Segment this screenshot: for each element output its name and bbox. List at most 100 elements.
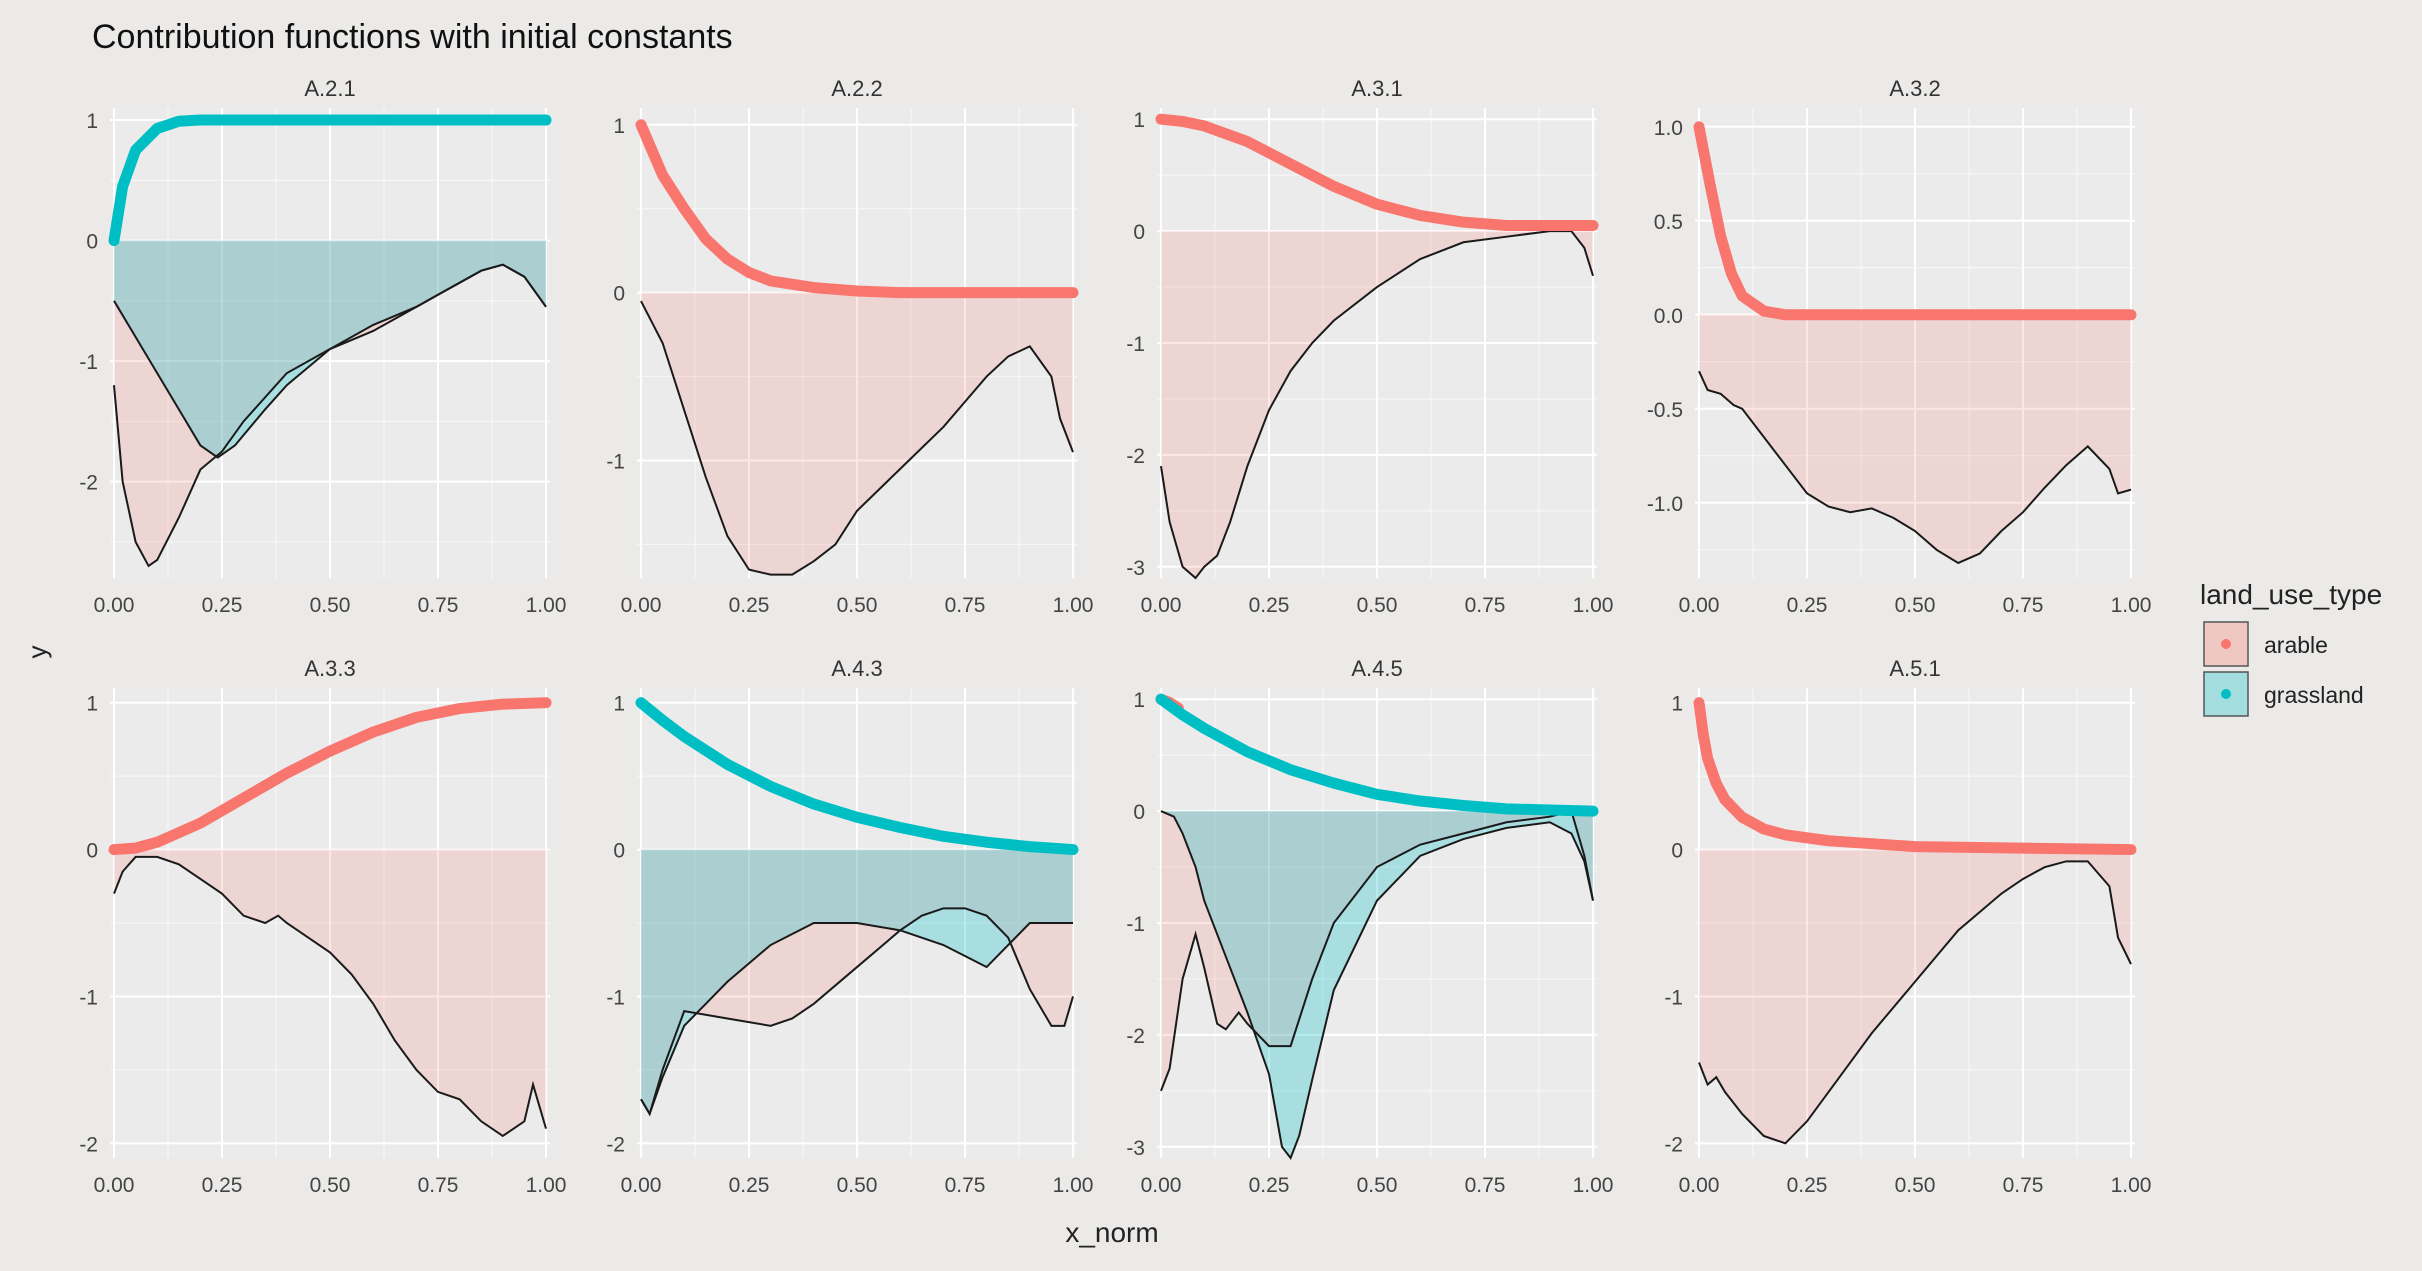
contribution-line-arable — [113, 855, 547, 1138]
function-curve-arable — [1693, 121, 2137, 321]
legend: land_use_type arable grassland — [2200, 579, 2382, 717]
x-tick-label: 0.75 — [2003, 1174, 2044, 1197]
y-tick-label: -1 — [79, 351, 98, 374]
y-tick-label: 0 — [1133, 801, 1145, 824]
x-tick-label: 0.75 — [2003, 594, 2044, 617]
y-tick-label: -1 — [1126, 913, 1145, 936]
function-curve-grassland — [108, 114, 552, 247]
facet-label: A.2.1 — [304, 76, 355, 101]
x-tick-label: 0.50 — [1357, 1174, 1398, 1197]
x-tick-label: 1.00 — [2111, 594, 2152, 617]
x-tick-label: 0.00 — [621, 1174, 662, 1197]
panel-A-2-2: A.2.2 -1 0 1 0.00 0.25 0.50 0.75 1.00 — [606, 76, 1093, 617]
y-tick-label: 0 — [86, 231, 98, 254]
y-tick-label: -3 — [1126, 557, 1145, 580]
x-tick-label: 1.00 — [2111, 1174, 2152, 1197]
y-tick-label: 0 — [613, 283, 625, 306]
facet-label: A.3.1 — [1351, 76, 1402, 101]
y-tick-label: -2 — [79, 472, 98, 495]
panel-A-3-1: A.3.1 -3 -2 -1 0 1 0.00 0.25 0.50 0.75 1.00 — [1126, 76, 1613, 617]
y-tick-label: -1 — [1126, 333, 1145, 356]
contribution-line-grassland — [1160, 810, 1594, 1161]
x-tick-label: 0.75 — [418, 594, 459, 617]
function-curve-grassland — [1155, 693, 1599, 817]
panel-A-5-1: A.5.1 -2 -1 0 1 0.00 0.25 0.50 0.75 1.00 — [1664, 656, 2151, 1197]
x-tick-label: 0.25 — [729, 594, 770, 617]
x-tick-label: 0.25 — [729, 1174, 770, 1197]
x-tick-label: 0.50 — [310, 594, 351, 617]
y-tick-label: 0.5 — [1654, 211, 1683, 234]
contribution-line-arable — [640, 300, 1074, 576]
y-axis-label: y — [22, 646, 52, 659]
contribution-area-arable — [1161, 811, 1593, 1091]
x-axis-label: x_norm — [1065, 1217, 1158, 1248]
contribution-area-arable — [641, 292, 1073, 575]
y-tick-label: 0 — [86, 840, 98, 863]
contribution-line-arable — [1160, 809, 1594, 1092]
y-tick-label: 1 — [613, 693, 625, 716]
x-tick-label: 0.00 — [94, 1174, 135, 1197]
legend-title: land_use_type — [2200, 579, 2382, 610]
x-tick-label: 0.50 — [310, 1174, 351, 1197]
y-tick-label: -1 — [606, 986, 625, 1009]
facet-label: A.3.3 — [304, 656, 355, 681]
x-tick-label: 0.25 — [202, 1174, 243, 1197]
legend-label-grassland: grassland — [2264, 682, 2364, 708]
x-tick-label: 1.00 — [1053, 594, 1094, 617]
y-tick-label: 1.0 — [1654, 117, 1683, 140]
x-tick-label: 0.00 — [1141, 594, 1182, 617]
x-tick-label: 0.25 — [202, 594, 243, 617]
y-tick-label: -2 — [1126, 1025, 1145, 1048]
x-tick-label: 1.00 — [1053, 1174, 1094, 1197]
panel-A-4-3: A.4.3 -2 -1 0 1 0.00 0.25 0.50 0.75 1.00 — [606, 656, 1093, 1197]
function-curve-arable — [1693, 697, 2137, 856]
legend-key-grassland — [2203, 671, 2249, 717]
panel-A-3-3: A.3.3 -2 -1 0 1 0.00 0.25 0.50 0.75 1.00 — [79, 656, 566, 1197]
function-curve-grassland — [635, 697, 1079, 856]
panel-A-3-2: A.3.2 -1.0 -0.5 0.0 0.5 1.0 0.00 0.25 0.50 0.75 1.… — [1647, 76, 2152, 617]
y-tick-label: 0.0 — [1654, 305, 1683, 328]
facet-label: A.4.5 — [1351, 656, 1402, 681]
x-tick-label: 0.75 — [418, 1174, 459, 1197]
y-tick-label: 1 — [1133, 109, 1145, 132]
contribution-area-arable — [1161, 231, 1593, 578]
y-tick-label: -3 — [1126, 1137, 1145, 1160]
y-tick-label: -2 — [1126, 445, 1145, 468]
panel-A-2-1: A.2.1 -2 -1 0 1 0.00 0.25 0.50 0.75 1.00 — [79, 76, 566, 617]
legend-key-arable — [2203, 621, 2249, 667]
contribution-area-arable — [1699, 849, 2131, 1144]
facet-label: A.5.1 — [1889, 656, 1940, 681]
x-tick-label: 0.00 — [1679, 1174, 1720, 1197]
x-tick-label: 0.25 — [1787, 594, 1828, 617]
x-tick-label: 0.00 — [1679, 594, 1720, 617]
y-tick-label: 0 — [1133, 221, 1145, 244]
y-tick-label: 0 — [1671, 840, 1683, 863]
legend-point-arable — [2221, 639, 2231, 649]
y-tick-label: 1 — [86, 110, 98, 133]
contribution-line-grassland — [640, 922, 1073, 1117]
y-tick-label: -1 — [1664, 986, 1683, 1009]
x-tick-label: 0.75 — [1465, 1174, 1506, 1197]
legend-point-grassland — [2221, 689, 2231, 699]
x-tick-label: 0.75 — [1465, 594, 1506, 617]
facet-label: A.4.3 — [831, 656, 882, 681]
contribution-area-arable — [1699, 314, 2131, 563]
contribution-area-arable — [114, 240, 546, 566]
x-tick-label: 0.00 — [621, 594, 662, 617]
x-tick-label: 1.00 — [1573, 594, 1614, 617]
x-tick-label: 0.50 — [1895, 1174, 1936, 1197]
y-tick-label: 1 — [613, 115, 625, 138]
x-tick-label: 0.75 — [945, 1174, 986, 1197]
y-tick-label: 0 — [613, 840, 625, 863]
facet-label: A.2.2 — [831, 76, 882, 101]
y-tick-label: -0.5 — [1647, 399, 1683, 422]
contribution-line-grassland — [113, 263, 547, 459]
x-tick-label: 0.50 — [837, 1174, 878, 1197]
x-tick-label: 0.50 — [837, 594, 878, 617]
function-curve-arable — [1155, 113, 1599, 231]
panel-A-4-5: A.4.5 -3 -2 -1 0 1 0.00 0.25 0.50 0.75 1.00 — [1126, 656, 1613, 1197]
x-tick-label: 0.75 — [945, 594, 986, 617]
x-tick-label: 0.00 — [94, 594, 135, 617]
